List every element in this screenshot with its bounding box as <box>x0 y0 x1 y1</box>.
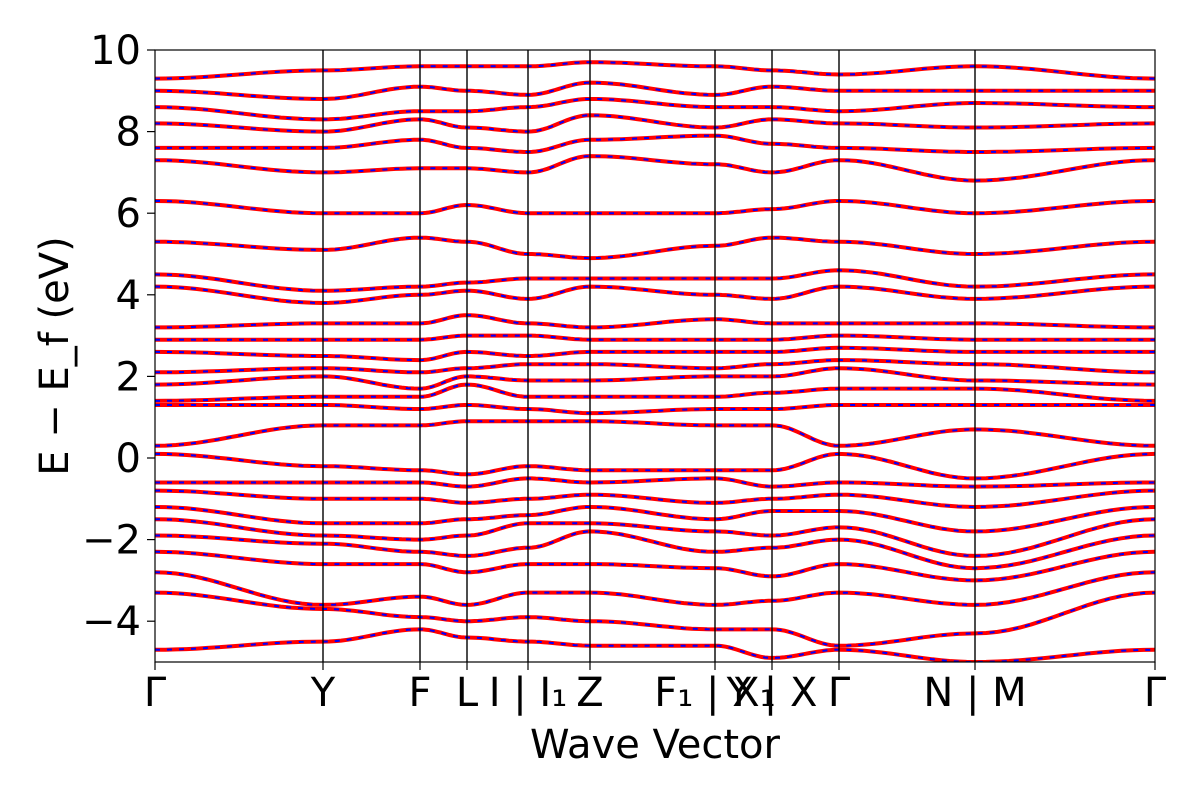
band-line-9 <box>155 451 1155 481</box>
band-line-dashed-12 <box>155 383 1155 402</box>
y-tick-label-3: 2 <box>116 354 141 400</box>
band-line-dashed-23 <box>155 134 1155 153</box>
x-tick-label-10: Γ <box>1144 670 1167 716</box>
band-line-dashed-26 <box>155 81 1155 101</box>
band-line-17 <box>155 313 1155 330</box>
x-tick-label-2: F <box>408 670 431 716</box>
band-line-0 <box>155 627 1155 662</box>
x-tick-label-0: Γ <box>144 670 167 716</box>
x-tick-label-4: I | I₁ <box>489 670 568 716</box>
band-line-20 <box>155 235 1155 261</box>
band-line-dashed-5 <box>155 518 1155 557</box>
band-line-13 <box>155 366 1155 391</box>
x-tick-label-1: Y <box>310 670 336 716</box>
band-line-23 <box>155 133 1155 154</box>
y-tick-label-5: 6 <box>116 191 141 237</box>
x-tick-label-6: F₁ | X₁ <box>654 670 775 716</box>
band-line-dashed-4 <box>155 530 1155 570</box>
y-tick-label-7: 10 <box>90 28 141 74</box>
band-line-dashed-21 <box>155 200 1155 215</box>
band-line-dashed-22 <box>155 155 1155 182</box>
x-tick-label-3: L <box>456 670 479 716</box>
x-tick-label-9: N | M <box>923 670 1026 716</box>
band-line-dashed-13 <box>155 367 1155 390</box>
band-line-10 <box>155 419 1155 448</box>
band-line-dashed-18 <box>155 285 1155 305</box>
band-line-22 <box>155 154 1155 183</box>
band-line-dashed-0 <box>155 628 1155 662</box>
high-symmetry-lines <box>322 50 976 662</box>
x-axis-label: Wave Vector <box>530 722 781 768</box>
band-line-27 <box>155 60 1155 81</box>
x-tick-label-5: Z <box>576 670 603 716</box>
band-line-11 <box>155 403 1155 416</box>
band-line-14 <box>155 358 1155 375</box>
y-tick-label-2: 0 <box>116 436 141 482</box>
band-line-dashed-6 <box>155 506 1155 533</box>
y-axis-ticks: −4 −2 0 2 4 6 8 10 <box>82 28 155 645</box>
y-tick-label-0: −4 <box>82 599 141 645</box>
x-tick-label-7: Y | X <box>726 670 818 716</box>
band-line-15 <box>155 345 1155 363</box>
plot-frame <box>154 49 1156 663</box>
y-tick-label-6: 8 <box>116 110 141 156</box>
band-line-25 <box>155 97 1155 122</box>
band-line-12 <box>155 382 1155 403</box>
x-tick-label-8: Γ <box>828 670 851 716</box>
band-line-19 <box>155 268 1155 293</box>
y-axis-label: E − E_f (eV) <box>32 236 78 475</box>
band-line-16 <box>155 333 1155 342</box>
y-tick-label-4: 4 <box>116 273 141 319</box>
y-tick-label-1: −2 <box>82 518 141 564</box>
band-lines <box>155 60 1155 662</box>
band-line-dashed-3 <box>155 550 1155 582</box>
band-line-dashed-24 <box>155 114 1155 133</box>
band-line-dashed-20 <box>155 236 1155 260</box>
band-line-7 <box>155 488 1155 510</box>
